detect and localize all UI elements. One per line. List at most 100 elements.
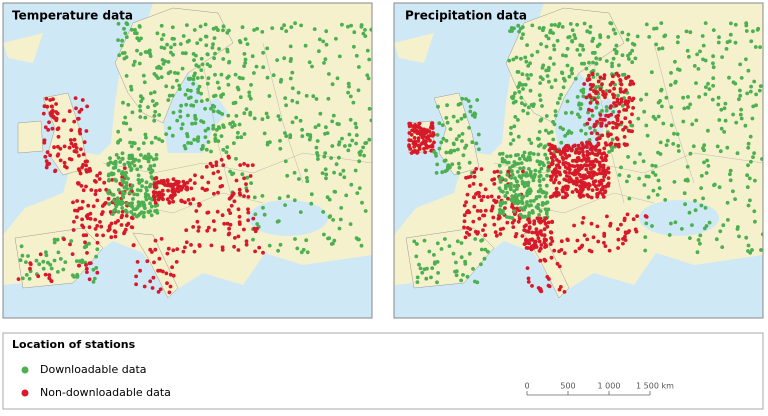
- station-dot: [198, 202, 202, 207]
- station-dot: [621, 127, 625, 132]
- station-dot: [331, 218, 335, 222]
- station-dot: [582, 156, 587, 161]
- station-dot: [94, 189, 98, 193]
- station-dot: [56, 250, 61, 255]
- station-dot: [242, 52, 247, 56]
- station-dot: [74, 146, 79, 150]
- station-dot: [80, 165, 84, 170]
- station-dot: [584, 95, 589, 100]
- station-dot: [706, 164, 711, 168]
- station-dot: [629, 123, 634, 128]
- station-dot: [182, 183, 187, 188]
- station-dot: [195, 219, 200, 224]
- station-dot: [554, 190, 559, 195]
- station-dot: [171, 273, 176, 278]
- station-dot: [552, 180, 556, 185]
- station-dot: [430, 134, 435, 138]
- station-dot: [595, 100, 599, 105]
- station-dot: [482, 256, 487, 261]
- station-dot: [599, 155, 604, 160]
- station-dot: [211, 171, 216, 176]
- station-dot: [166, 182, 171, 187]
- station-dot: [50, 126, 55, 131]
- station-dot: [479, 167, 484, 172]
- station-dot: [517, 200, 522, 205]
- station-dot: [492, 198, 496, 203]
- station-dot: [690, 122, 695, 127]
- station-dot: [347, 84, 351, 89]
- station-dot: [538, 209, 543, 213]
- station-dot: [731, 189, 735, 194]
- station-dot: [196, 229, 201, 233]
- station-dot: [526, 180, 531, 185]
- station-dot: [238, 95, 243, 100]
- station-dot: [198, 37, 203, 42]
- station-dot: [234, 156, 238, 161]
- station-dot: [748, 134, 753, 139]
- station-dot: [538, 220, 543, 225]
- station-dot: [189, 141, 194, 146]
- station-dot: [116, 38, 120, 42]
- station-dot: [494, 233, 499, 238]
- station-dot: [203, 128, 208, 133]
- station-dot: [619, 82, 624, 87]
- station-dot: [123, 31, 128, 36]
- station-dot: [188, 201, 193, 206]
- station-dot: [443, 169, 448, 174]
- station-dot: [440, 123, 445, 127]
- station-dot: [260, 30, 265, 34]
- station-dot: [525, 266, 530, 270]
- station-dot: [757, 88, 762, 93]
- station-dot: [718, 149, 723, 154]
- station-dot: [213, 139, 218, 143]
- station-dot: [692, 64, 697, 68]
- station-dot: [227, 155, 231, 160]
- station-dot: [110, 192, 115, 197]
- station-dot: [216, 169, 221, 174]
- station-dot: [623, 125, 628, 130]
- station-dot: [598, 57, 602, 61]
- station-dot: [575, 170, 580, 175]
- station-dot: [627, 174, 631, 179]
- station-dot: [231, 191, 236, 196]
- station-dot: [682, 106, 687, 111]
- station-dot: [530, 237, 535, 242]
- station-dot: [539, 166, 544, 171]
- station-dot: [237, 214, 242, 219]
- station-dot: [549, 151, 553, 156]
- station-dot: [118, 160, 122, 164]
- station-dot: [63, 260, 68, 264]
- station-dot: [49, 266, 54, 271]
- station-dot: [630, 60, 635, 65]
- station-dot: [175, 247, 180, 252]
- station-dot: [43, 154, 48, 159]
- station-dot: [532, 221, 537, 226]
- station-dot: [537, 162, 542, 167]
- station-dot: [164, 84, 169, 89]
- station-dot: [180, 66, 185, 71]
- station-dot: [751, 104, 756, 109]
- station-dot: [538, 287, 543, 291]
- station-dot: [72, 219, 76, 224]
- station-dot: [602, 76, 606, 81]
- station-dot: [564, 54, 568, 58]
- station-dot: [352, 30, 357, 35]
- station-dot: [43, 272, 48, 277]
- station-dot: [246, 207, 250, 212]
- station-dot: [630, 48, 635, 53]
- station-dot: [611, 125, 615, 130]
- station-dot: [219, 134, 224, 139]
- station-dot: [720, 245, 725, 250]
- station-dot: [138, 104, 142, 109]
- station-dot: [561, 76, 566, 81]
- station-dot: [702, 143, 707, 148]
- station-dot: [547, 79, 551, 84]
- station-dot: [74, 259, 79, 263]
- station-dot: [99, 212, 104, 217]
- station-dot: [347, 143, 352, 148]
- station-dot: [193, 71, 197, 76]
- station-dot: [734, 120, 739, 125]
- station-dot: [205, 52, 210, 56]
- station-dot: [543, 152, 548, 157]
- station-dot: [144, 180, 149, 185]
